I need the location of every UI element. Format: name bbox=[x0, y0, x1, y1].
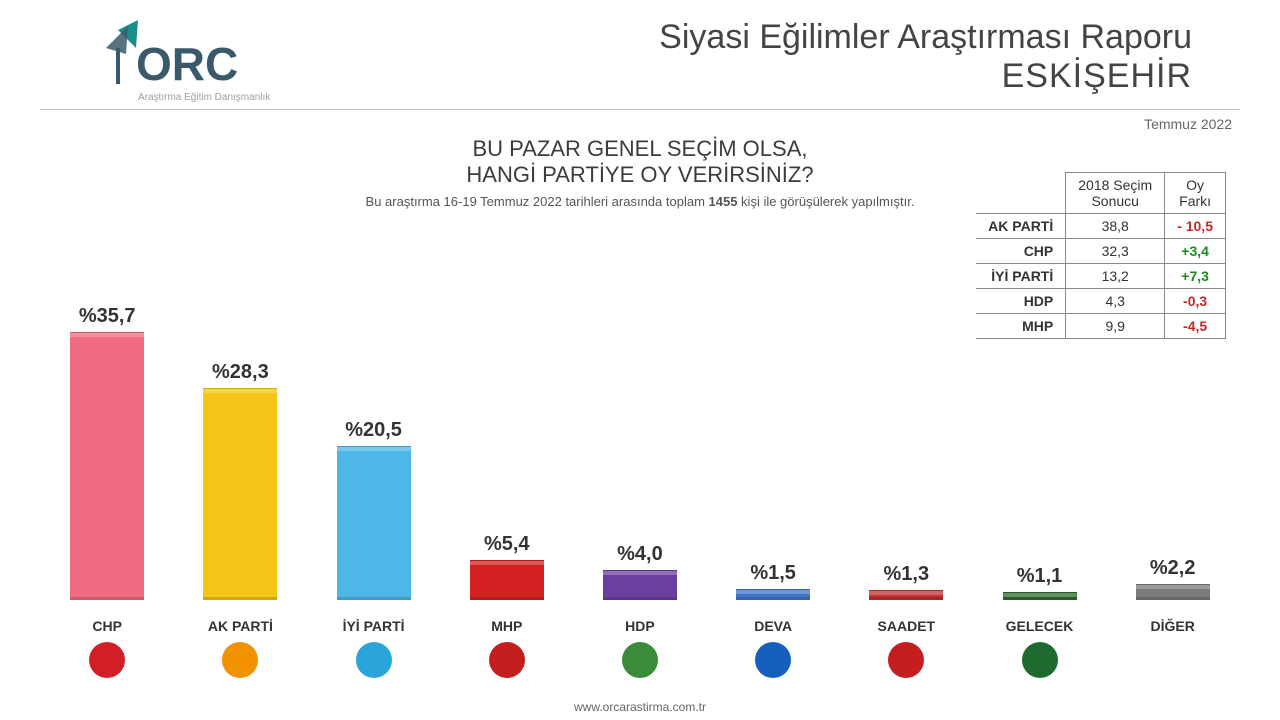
bar-category-label: SAADET bbox=[847, 618, 965, 634]
bar bbox=[203, 388, 277, 600]
bar bbox=[736, 589, 810, 600]
footer-url: www.orcarastirma.com.tr bbox=[0, 700, 1280, 714]
bar-category-label: DEVA bbox=[714, 618, 832, 634]
note-suffix: kişi ile görüşülerek yapılmıştır. bbox=[737, 194, 914, 209]
bar-value-label: %4,0 bbox=[617, 543, 663, 566]
bar-category-label: İYİ PARTİ bbox=[314, 618, 432, 634]
party-icon-wrap bbox=[448, 642, 566, 678]
bar-col: %1,3 bbox=[847, 563, 965, 600]
bar-chart: %35,7%28,3%20,5%5,4%4,0%1,5%1,3%1,1%2,2 … bbox=[48, 238, 1232, 678]
bar-category-label: HDP bbox=[581, 618, 699, 634]
party-logo-icon bbox=[356, 642, 392, 678]
party-icon-wrap bbox=[847, 642, 965, 678]
bar bbox=[1003, 592, 1077, 600]
table-header-diff: Oy Farkı bbox=[1165, 173, 1226, 214]
bar-category-label: DİĞER bbox=[1114, 618, 1232, 634]
svg-text:ORC: ORC bbox=[136, 38, 238, 90]
bar-value-label: %35,7 bbox=[79, 305, 136, 328]
party-icon-wrap bbox=[1114, 642, 1232, 678]
party-icon-wrap bbox=[581, 642, 699, 678]
table-row: AK PARTİ38,8- 10,5 bbox=[976, 214, 1225, 239]
bar-value-label: %2,2 bbox=[1150, 557, 1196, 580]
bar-category-label: MHP bbox=[448, 618, 566, 634]
header: ORC Araştırma Eğitim Danışmanlık Siyasi … bbox=[40, 0, 1240, 110]
note-sample-size: 1455 bbox=[709, 194, 738, 209]
bar bbox=[603, 570, 677, 600]
bar bbox=[70, 332, 144, 600]
bar-category-label: GELECEK bbox=[980, 618, 1098, 634]
question-line1: BU PAZAR GENEL SEÇİM OLSA, bbox=[0, 136, 1280, 162]
table-cell-prev: 38,8 bbox=[1066, 214, 1165, 239]
brand-tagline: Araştırma Eğitim Danışmanlık bbox=[138, 92, 298, 103]
title-line1: Siyasi Eğilimler Araştırması Raporu bbox=[659, 18, 1192, 57]
bar-value-label: %1,5 bbox=[750, 562, 796, 585]
party-icon-wrap bbox=[48, 642, 166, 678]
bar-category-label: AK PARTİ bbox=[181, 618, 299, 634]
party-logo-icon bbox=[888, 642, 924, 678]
bar-col: %5,4 bbox=[448, 533, 566, 601]
brand-logo: ORC Araştırma Eğitim Danışmanlık bbox=[88, 18, 298, 103]
party-icon-wrap bbox=[181, 642, 299, 678]
party-logo-icon bbox=[489, 642, 525, 678]
party-icon-wrap bbox=[980, 642, 1098, 678]
party-icon-wrap bbox=[314, 642, 432, 678]
bar-col: %4,0 bbox=[581, 543, 699, 600]
title-line2: ESKİŞEHİR bbox=[659, 57, 1192, 96]
bar bbox=[470, 560, 544, 601]
party-logo-icon bbox=[89, 642, 125, 678]
bar-col: %35,7 bbox=[48, 305, 166, 600]
table-header-blank bbox=[976, 173, 1066, 214]
bar-value-label: %28,3 bbox=[212, 361, 269, 384]
party-logo-icon bbox=[622, 642, 658, 678]
note-prefix: Bu araştırma 16-19 Temmuz 2022 tarihleri… bbox=[366, 194, 709, 209]
report-title: Siyasi Eğilimler Araştırması Raporu ESKİ… bbox=[659, 18, 1192, 96]
bar-value-label: %5,4 bbox=[484, 533, 530, 556]
table-header-prev: 2018 Seçim Sonucu bbox=[1066, 173, 1165, 214]
party-logo-icon bbox=[755, 642, 791, 678]
bar bbox=[1136, 584, 1210, 601]
party-icon-wrap bbox=[714, 642, 832, 678]
orc-logo-icon: ORC bbox=[88, 18, 298, 98]
bar-value-label: %20,5 bbox=[345, 419, 402, 442]
bar-value-label: %1,1 bbox=[1017, 565, 1063, 588]
bar-col: %28,3 bbox=[181, 361, 299, 600]
report-date: Temmuz 2022 bbox=[0, 116, 1232, 132]
bar bbox=[869, 590, 943, 600]
bar-col: %1,5 bbox=[714, 562, 832, 600]
bar-col: %1,1 bbox=[980, 565, 1098, 600]
table-cell-party: AK PARTİ bbox=[976, 214, 1066, 239]
table-cell-diff: - 10,5 bbox=[1165, 214, 1226, 239]
party-logo-icon bbox=[1022, 642, 1058, 678]
bar bbox=[337, 446, 411, 600]
bar-value-label: %1,3 bbox=[884, 563, 930, 586]
bar-col: %20,5 bbox=[314, 419, 432, 600]
party-logo-icon bbox=[222, 642, 258, 678]
bar-category-label: CHP bbox=[48, 618, 166, 634]
bar-col: %2,2 bbox=[1114, 557, 1232, 601]
